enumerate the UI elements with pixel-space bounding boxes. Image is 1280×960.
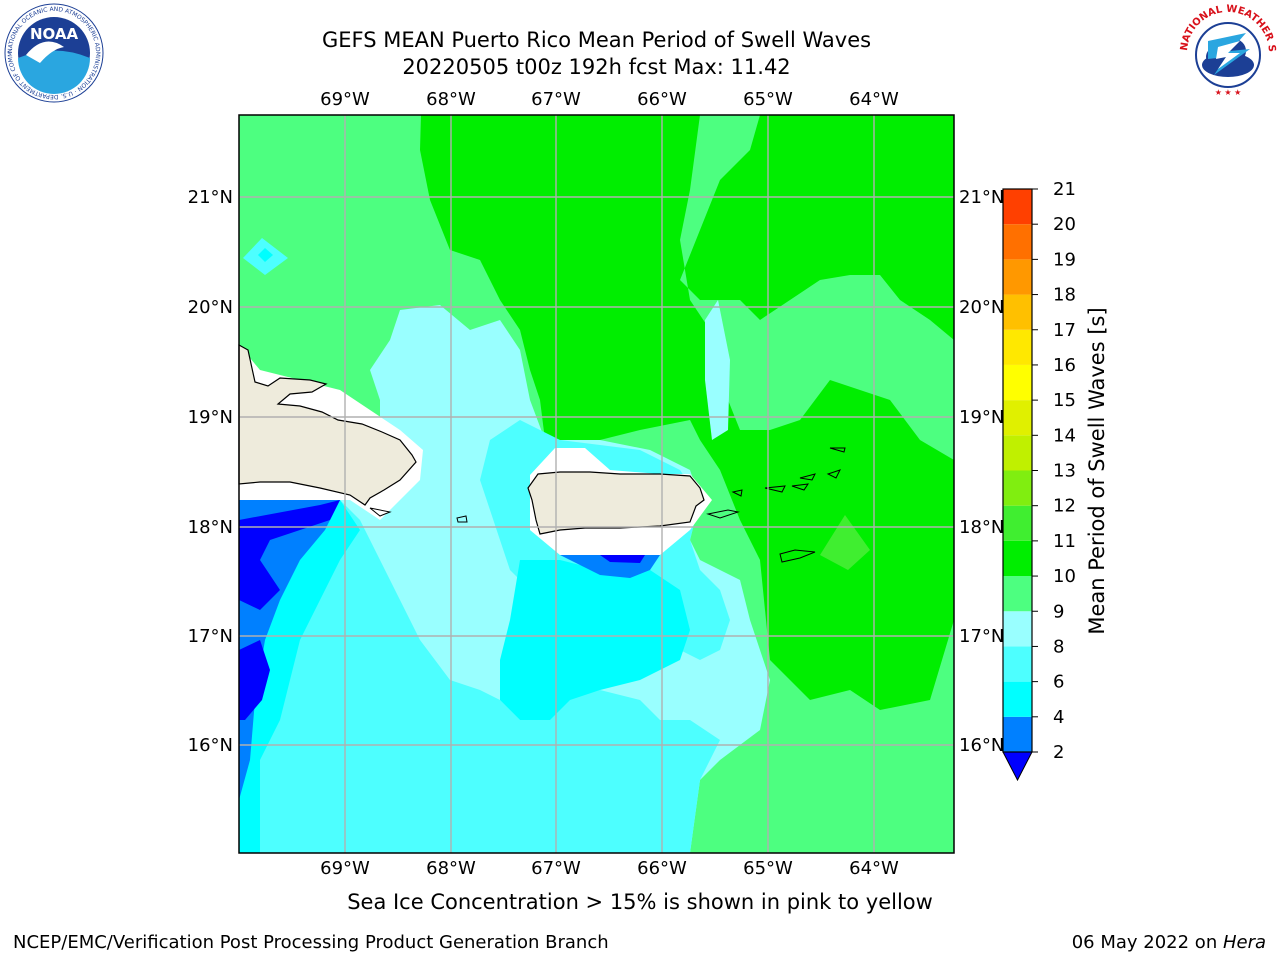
lat-label-left: 18°N [188, 517, 233, 538]
colorbar-tick-label: 2 [1053, 742, 1064, 763]
colorbar-tick-label: 20 [1053, 214, 1076, 235]
field-8-9-sliver [705, 300, 730, 440]
lon-label-top: 68°W [426, 89, 476, 110]
colorbar-segment [1003, 646, 1032, 682]
colorbar-tick-label: 15 [1053, 390, 1076, 411]
colorbar-segment [1003, 294, 1032, 330]
colorbar: 2 4 6 8 9 10 11 12 13 14 15 16 17 18 19 20 21 [1002, 179, 1076, 782]
footer-credit: NCEP/EMC/Verification Post Processing Pr… [13, 932, 609, 953]
field-below2-southwest [239, 640, 270, 720]
latitude-labels-left: 21°N 20°N 19°N 18°N 17°N 16°N [188, 187, 233, 756]
graticule-grid [239, 115, 954, 853]
lon-label-top: 64°W [849, 89, 899, 110]
colorbar-tick-label: 11 [1053, 531, 1076, 552]
field-4-6-northwest-spot [258, 248, 273, 262]
lon-label-bottom: 66°W [637, 858, 687, 879]
lat-label-left: 16°N [188, 735, 233, 756]
chart-title: GEFS MEAN Puerto Rico Mean Period of Swe… [321, 28, 872, 52]
colorbar-segment [1003, 681, 1032, 717]
colorbar-tick-label: 10 [1053, 566, 1076, 587]
puerto-rico-land [527, 471, 705, 535]
colorbar-tick-label: 13 [1053, 461, 1076, 482]
lon-label-bottom: 68°W [426, 858, 476, 879]
colorbar-segment [1003, 611, 1032, 647]
lat-label-right: 20°N [959, 297, 1004, 318]
field-below2-pr-south [600, 555, 645, 563]
culebra-island [731, 489, 743, 497]
colorbar-segment [1003, 364, 1032, 401]
vieques-island [706, 509, 740, 519]
lat-label-left: 21°N [188, 187, 233, 208]
map-frame [238, 114, 955, 854]
mona-island [456, 515, 468, 523]
lon-label-top: 65°W [743, 89, 793, 110]
colorbar-segment [1003, 189, 1032, 225]
nws-logo: NATIONAL WEATHER SERVICE ★ ★ ★ [1178, 3, 1277, 101]
hispaniola-land [238, 343, 417, 506]
colorbar-tick-label: 9 [1053, 601, 1064, 622]
lat-label-right: 18°N [959, 517, 1004, 538]
field-10-11-northeast [420, 115, 954, 710]
lat-label-left: 20°N [188, 297, 233, 318]
colorbar-segment [1003, 435, 1032, 471]
colorbar-segment [1003, 716, 1032, 752]
longitude-labels-bottom: 69°W 68°W 67°W 66°W 65°W 64°W [320, 858, 899, 879]
colorbar-tick-label: 4 [1053, 707, 1064, 728]
colorbar-extension [1002, 751, 1033, 782]
field-9-10-northeast-wedge [680, 115, 954, 460]
lat-label-right: 19°N [959, 407, 1004, 428]
colorbar-segment [1003, 259, 1032, 295]
lon-label-bottom: 65°W [743, 858, 793, 879]
colorbar-segment [1003, 400, 1032, 436]
longitude-labels-top: 69°W 68°W 67°W 66°W 65°W 64°W [320, 89, 899, 110]
colorbar-tick-label: 18 [1053, 285, 1076, 306]
colorbar-tick-label: 17 [1053, 320, 1076, 341]
colorbar-tick-label: 8 [1053, 636, 1064, 657]
contour-field [238, 115, 954, 853]
noaa-logo: NATIONAL OCEANIC AND ATMOSPHERIC ADMINIS… [4, 3, 104, 103]
virgin-islands [764, 447, 846, 493]
svg-text:★ ★ ★: ★ ★ ★ [1215, 88, 1242, 97]
chart-subtitle: 20220505 t00z 192h fcst Max: 11.42 [402, 55, 791, 79]
colorbar-tick-label: 14 [1053, 425, 1076, 446]
lon-label-top: 69°W [320, 89, 370, 110]
lat-label-left: 19°N [188, 407, 233, 428]
latitude-labels-right: 21°N 20°N 19°N 18°N 17°N 16°N [959, 187, 1004, 756]
colorbar-tick-label: 21 [1053, 179, 1076, 200]
lon-label-bottom: 67°W [531, 858, 581, 879]
island-tiny-1 [369, 507, 392, 517]
colorbar-segment [1003, 505, 1032, 541]
lat-label-right: 21°N [959, 187, 1004, 208]
colorbar-segment [1003, 470, 1032, 506]
colorbar-segment [1003, 576, 1032, 612]
lon-label-bottom: 69°W [320, 858, 370, 879]
lon-label-top: 67°W [531, 89, 581, 110]
colorbar-tick-label: 16 [1053, 355, 1076, 376]
noaa-logo-text: NOAA [30, 25, 79, 43]
colorbar-tick-label: 6 [1053, 672, 1064, 693]
lat-label-right: 16°N [959, 735, 1004, 756]
colorbar-tick-label: 12 [1053, 496, 1076, 517]
field-11-12-patch [820, 515, 870, 570]
colorbar-label: Mean Period of Swell Waves [s] [1085, 307, 1109, 634]
footer-machine: Hera [1222, 932, 1266, 953]
lat-label-right: 17°N [959, 626, 1004, 647]
sea-ice-caption: Sea Ice Concentration > 15% is shown in … [347, 890, 933, 914]
footer-date-text: 06 May 2022 on [1071, 932, 1223, 953]
st-croix-island [779, 549, 816, 563]
field-4-6-south-center [500, 560, 690, 720]
colorbar-segment [1003, 540, 1032, 577]
lon-label-top: 66°W [637, 89, 687, 110]
colorbar-tick-label: 19 [1053, 249, 1076, 270]
field-6-8-south [239, 500, 720, 853]
footer-date: 06 May 2022 on Hera [1072, 932, 1266, 953]
colorbar-segment [1003, 224, 1032, 260]
lat-label-left: 17°N [188, 626, 233, 647]
colorbar-segment [1003, 329, 1032, 365]
lon-label-bottom: 64°W [849, 858, 899, 879]
